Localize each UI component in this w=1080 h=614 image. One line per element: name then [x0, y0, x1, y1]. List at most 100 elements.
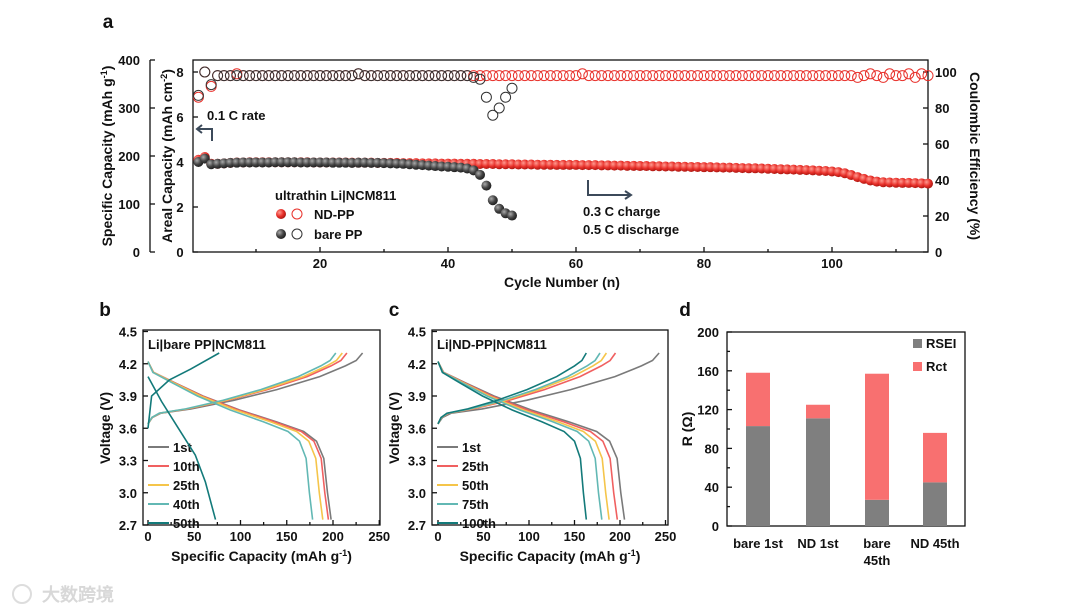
ce-point-ND-PP	[896, 70, 908, 82]
ce-point-ND-PP	[749, 70, 761, 82]
ce-point-ND-PP	[576, 68, 588, 80]
ce-point-ND-PP	[512, 70, 524, 82]
legend-label: 1st	[462, 440, 481, 455]
x-tick-label: 0	[144, 529, 151, 544]
y-axis-title-ce: Coulombic Efficiency (%)	[967, 72, 983, 240]
ce-point-ND-PP	[788, 70, 800, 82]
ce-point-bare PP	[461, 70, 473, 82]
y-inner-tick-label: 6	[176, 110, 183, 125]
y-outer-tick-label: 100	[118, 197, 140, 212]
ce-point-ND-PP	[922, 70, 934, 82]
bar-RSEI	[806, 418, 830, 526]
ce-point-ND-PP	[845, 70, 857, 82]
x-tick-label: 50	[476, 529, 490, 544]
ce-point-ND-PP	[730, 70, 742, 82]
ce-point-ND-PP	[538, 70, 550, 82]
y-inner-tick-label: 2	[176, 200, 183, 215]
x-tick-label: 200	[322, 529, 344, 544]
legend-label: Rct	[926, 359, 948, 374]
ce-point-bare PP	[410, 70, 422, 82]
x-tick-label: 20	[313, 256, 327, 271]
ce-point-bare PP	[237, 70, 249, 82]
ce-point-bare PP	[205, 79, 217, 91]
ce-point-ND-PP	[903, 68, 915, 80]
ce-point-ND-PP	[615, 70, 627, 82]
ce-point-bare PP	[359, 70, 371, 82]
ce-point-bare PP	[391, 70, 403, 82]
x-tick-label: 100	[821, 256, 843, 271]
ce-point-ND-PP	[474, 70, 486, 82]
ce-point-ND-PP	[775, 70, 787, 82]
ce-point-ND-PP	[736, 70, 748, 82]
ce-point-ND-PP	[698, 70, 710, 82]
ce-point-ND-PP	[704, 70, 716, 82]
y-tick-label: 3.6	[408, 421, 426, 436]
x-tick-label: 100	[230, 529, 252, 544]
ce-point-bare PP	[276, 70, 288, 82]
capacity-point-bare PP	[507, 210, 517, 221]
panel-label-a: a	[103, 12, 114, 33]
ce-point-bare PP	[327, 70, 339, 82]
legend-marker-open	[291, 208, 303, 220]
ce-point-ND-PP	[480, 70, 492, 82]
annotation-charge-rate: 0.3 C charge	[583, 204, 660, 219]
ce-point-ND-PP	[532, 70, 544, 82]
ce-point-ND-PP	[768, 70, 780, 82]
y-tick-label: 40	[705, 480, 719, 495]
ce-point-bare PP	[244, 70, 256, 82]
y-tick-label: 160	[697, 364, 719, 379]
ce-point-bare PP	[365, 70, 377, 82]
bar-Rct	[865, 373, 889, 500]
ce-point-ND-PP	[679, 70, 691, 82]
ce-point-bare PP	[308, 70, 320, 82]
arrow-right-icon	[587, 180, 633, 200]
discharge-curve-100th	[437, 361, 588, 520]
y-axis-title-d: R (Ω)	[679, 412, 695, 447]
y-tick-label: 3.3	[119, 454, 137, 469]
capacity-point-bare PP	[481, 180, 492, 191]
ce-point-ND-PP	[884, 68, 896, 80]
ce-point-ND-PP	[916, 68, 928, 80]
y-tick-label: 200	[697, 325, 719, 340]
ce-point-bare PP	[314, 70, 326, 82]
watermark-logo-icon	[12, 584, 32, 604]
ce-point-ND-PP	[781, 70, 793, 82]
charge-curve-50th	[147, 352, 220, 429]
x-axis-title-b: Specific Capacity (mAh g-1)	[171, 548, 352, 564]
y-tick-label: 2.7	[119, 518, 137, 533]
panel-label-b: b	[99, 300, 111, 321]
ce-point-ND-PP	[756, 70, 768, 82]
legend-swatch-Rct	[913, 362, 922, 371]
bar-RSEI	[865, 499, 889, 526]
ce-point-ND-PP	[832, 70, 844, 82]
ce-point-bare PP	[423, 70, 435, 82]
ce-point-bare PP	[346, 70, 358, 82]
watermark: 大数跨境	[42, 584, 114, 605]
legend-label: ND-PP	[314, 207, 355, 222]
legend-label: 1st	[173, 440, 192, 455]
ce-point-ND-PP	[692, 70, 704, 82]
ce-point-bare PP	[429, 70, 441, 82]
ce-point-ND-PP	[596, 70, 608, 82]
legend-label: bare PP	[314, 227, 363, 242]
y-tick-label: 4.2	[119, 357, 137, 372]
ce-point-bare PP	[378, 70, 390, 82]
bar-RSEI	[746, 426, 770, 526]
plot-frame-b	[142, 329, 381, 526]
ce-point-ND-PP	[807, 70, 819, 82]
ce-point-bare PP	[212, 70, 224, 82]
ce-point-ND-PP	[864, 68, 876, 80]
x-tick-label: 200	[609, 529, 631, 544]
legend-label: 75th	[462, 497, 489, 512]
ce-point-ND-PP	[660, 70, 672, 82]
annotation-rate-0.1C: 0.1 C rate	[207, 108, 266, 123]
x-tick-label: 100	[518, 529, 540, 544]
x-tick-label: 250	[368, 529, 390, 544]
ce-point-ND-PP	[762, 70, 774, 82]
ce-point-ND-PP	[634, 70, 646, 82]
ce-point-ND-PP	[800, 70, 812, 82]
ce-point-bare PP	[480, 91, 492, 103]
ce-point-bare PP	[474, 73, 486, 85]
charge-curve-40th	[147, 352, 337, 425]
